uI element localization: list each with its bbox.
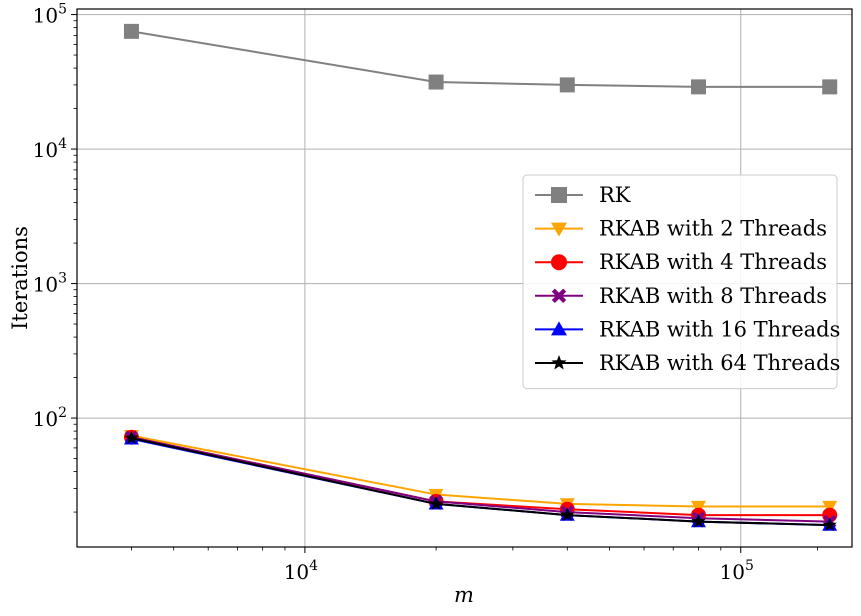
data-point [822,79,838,95]
series-1 [123,430,838,515]
series-0 [123,23,838,95]
legend-marker [551,288,567,303]
data-point [822,500,838,515]
x-tick-label: 104 [284,558,318,584]
y-tick-label: 105 [33,2,67,28]
data-point [822,517,837,532]
legend-box [522,174,838,390]
legend-label: RKAB with 16 Threads [599,317,840,341]
legend-label: RKAB with 2 Threads [599,217,827,241]
legend-label: RKAB with 8 Threads [599,284,827,308]
legend-marker [551,187,567,203]
legend: RK RKAB with 2 Threads RKAB with 4 Threads… [522,174,840,390]
legend-marker [551,222,567,237]
data-point [691,79,707,95]
legend-item: RKAB with 16 Threads [535,317,840,341]
data-point [560,507,575,522]
series-line [131,437,830,527]
series-3 [124,430,837,529]
series-line [131,437,830,527]
y-axis-label: Iterations [8,226,32,330]
data-point [124,430,139,445]
x-axis-label: m [454,583,474,607]
legend-label: RK [599,183,631,207]
ticks: 104 105 102 103 104 105 [33,2,818,584]
legend-marker [551,321,567,336]
legend-item: RKAB with 4 Threads [535,250,827,274]
plot-frame [76,8,853,548]
legend-item: RKAB with 64 Threads [535,351,840,375]
data-point [428,496,444,510]
x-tick-label: 105 [720,558,754,584]
legend-item: RK [535,183,631,207]
legend-marker [551,254,567,271]
legend-item: RKAB with 2 Threads [535,217,827,241]
data-point [691,514,706,528]
series-line [131,436,830,517]
series-5 [124,430,837,532]
data-point [559,77,575,93]
legend-label: RKAB with 4 Threads [599,250,827,274]
y-tick-label: 102 [33,405,67,431]
series-layer [123,23,838,532]
legend-label: RKAB with 64 Threads [599,351,840,375]
series-line [131,434,830,508]
series-line [131,436,830,523]
data-point [123,23,139,39]
y-tick-label: 104 [33,136,67,162]
legend-marker [551,355,567,370]
series-line [131,30,830,88]
data-point [428,74,444,90]
y-tick-label: 103 [33,271,67,297]
data-point [691,500,707,515]
legend-item: RKAB with 8 Threads [535,284,827,308]
